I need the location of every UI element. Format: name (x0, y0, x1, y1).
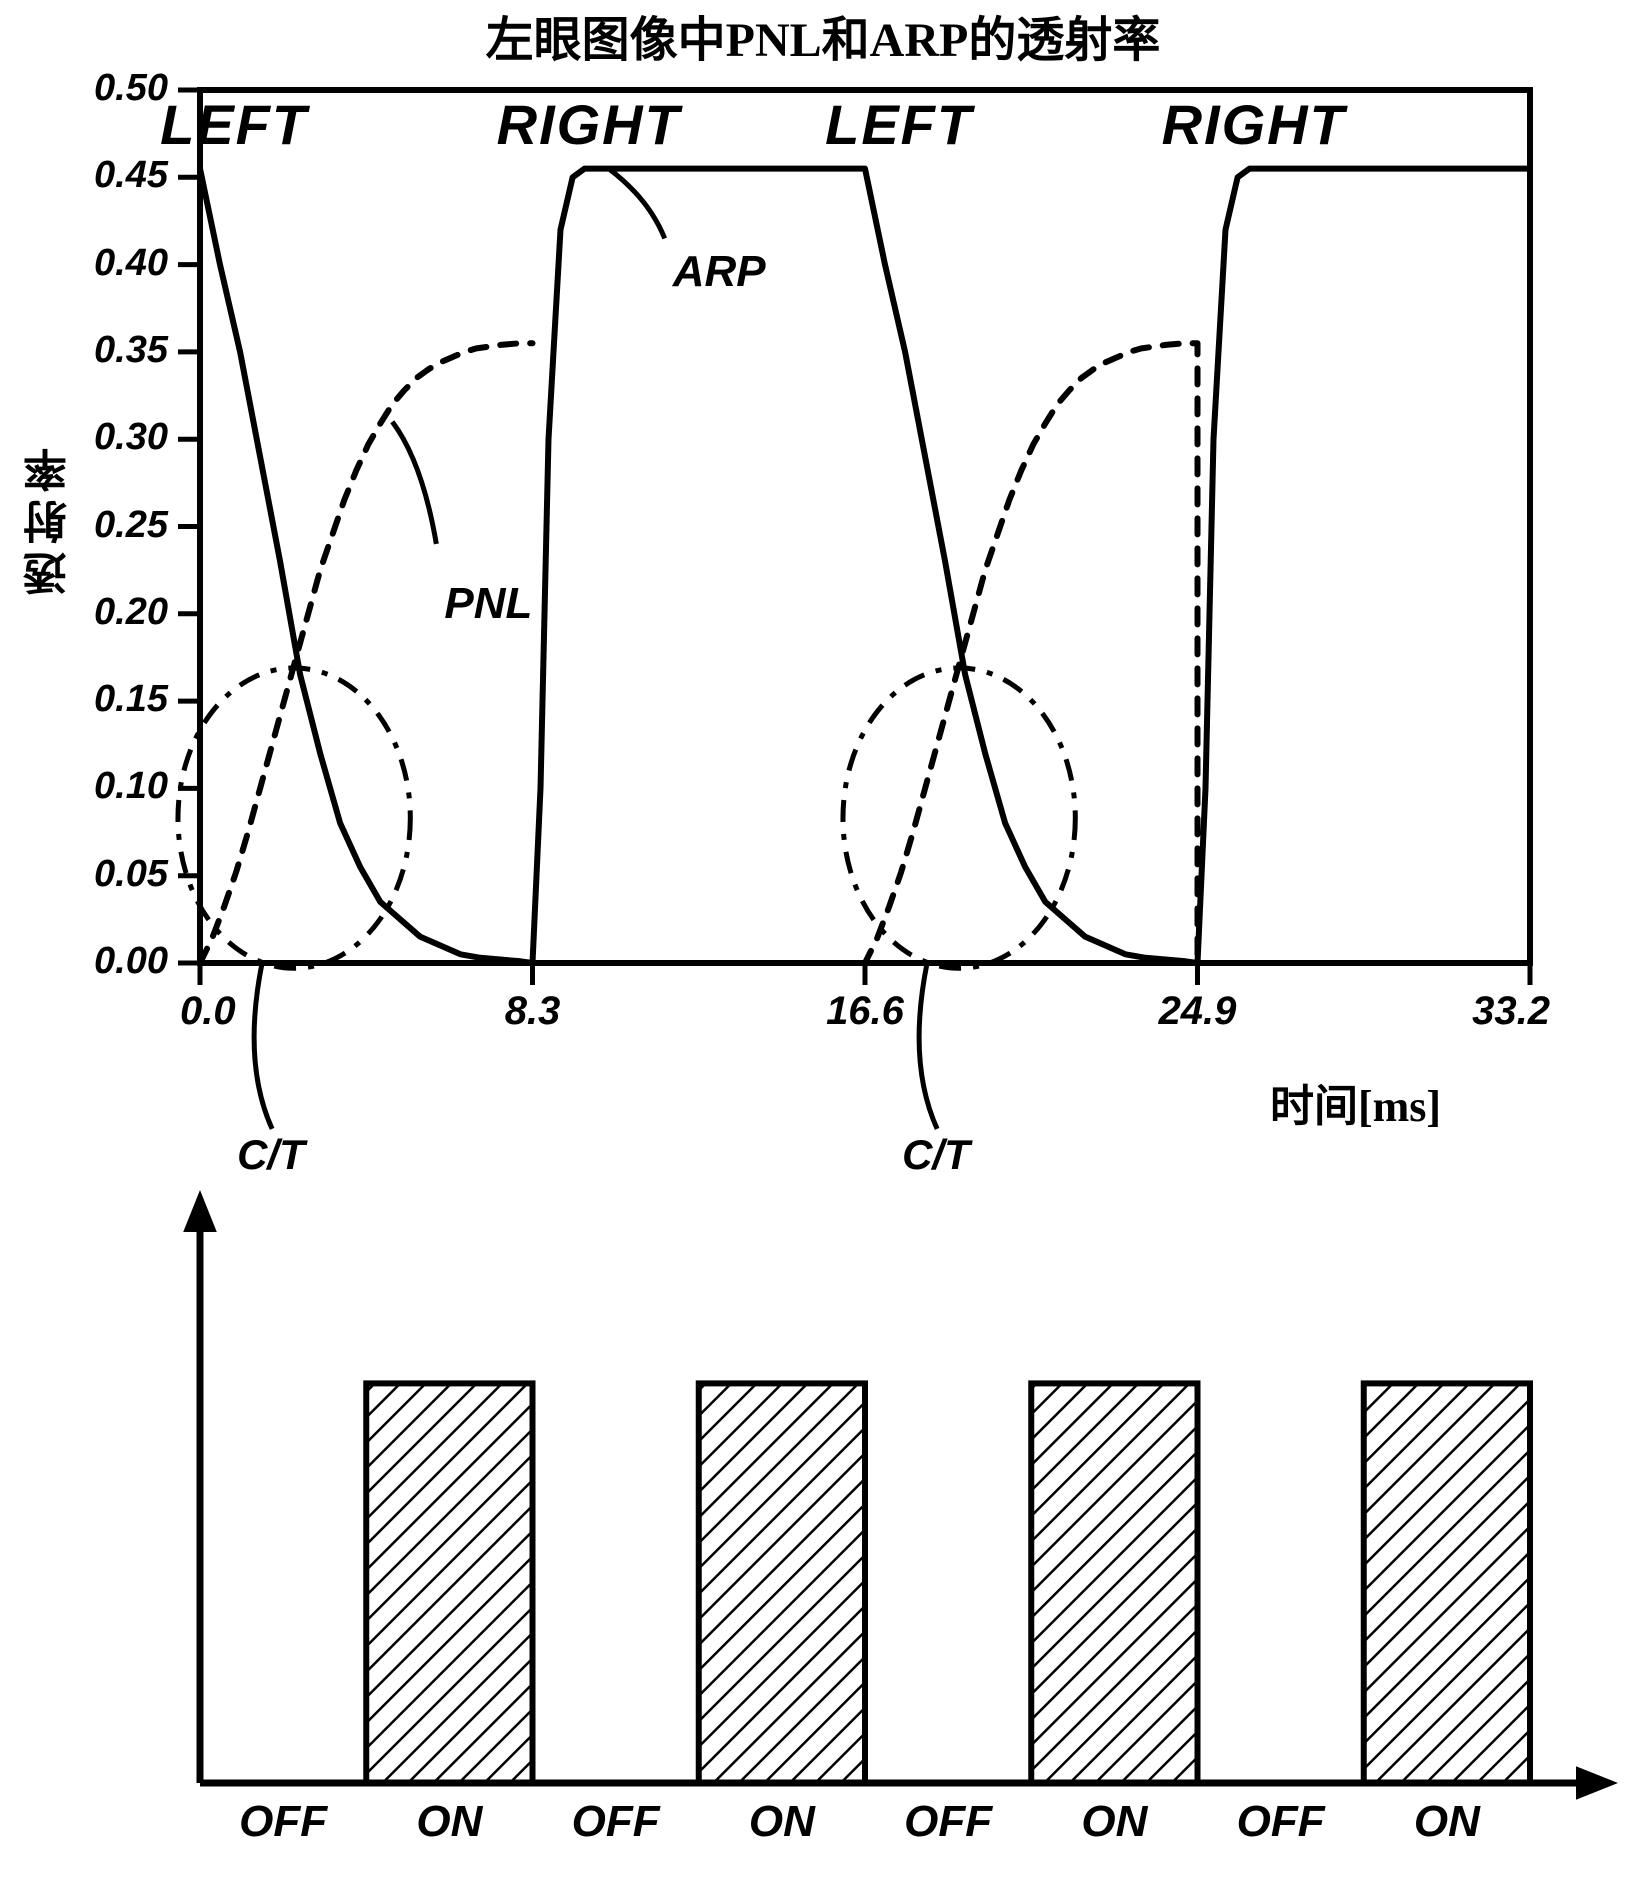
timing-state-label: ON (389, 1797, 509, 1847)
timing-state-label: OFF (888, 1797, 1008, 1847)
section-label: LEFT (160, 92, 308, 157)
timing-state-label: ON (722, 1797, 842, 1847)
x-tick-label: 0.0 (180, 989, 320, 1034)
timing-state-label: OFF (556, 1797, 676, 1847)
crosstalk-label: C/T (237, 1131, 305, 1179)
timing-on-bar (1364, 1383, 1530, 1783)
crosstalk-label: C/T (902, 1131, 970, 1179)
y-tick-label: 0.30 (68, 416, 168, 459)
series-label-arp: ARP (673, 247, 766, 297)
y-axis-label: 透射率 (18, 440, 82, 596)
y-tick-label: 0.15 (68, 678, 168, 721)
transmittance-chart (0, 0, 1646, 1892)
section-label: RIGHT (497, 92, 681, 157)
y-tick-label: 0.05 (68, 853, 168, 896)
timing-on-bar (699, 1383, 865, 1783)
timing-state-label: OFF (1221, 1797, 1341, 1847)
x-axis-label: 时间[ms] (1270, 1070, 1441, 1134)
y-tick-label: 0.35 (68, 329, 168, 372)
timing-state-label: OFF (223, 1797, 343, 1847)
y-tick-label: 0.45 (68, 154, 168, 197)
section-label: LEFT (825, 92, 973, 157)
y-tick-label: 0.50 (68, 67, 168, 110)
y-tick-label: 0.10 (68, 765, 168, 808)
plot-border (200, 90, 1530, 963)
y-tick-label: 0.20 (68, 591, 168, 634)
timing-on-bar (366, 1383, 532, 1783)
y-tick-label: 0.40 (68, 242, 168, 285)
timing-state-label: ON (1387, 1797, 1507, 1847)
x-tick-label: 8.3 (463, 989, 603, 1034)
y-tick-label: 0.25 (68, 504, 168, 547)
y-tick-label: 0.00 (68, 940, 168, 983)
timing-state-label: ON (1054, 1797, 1174, 1847)
x-tick-label: 16.6 (795, 989, 935, 1034)
section-label: RIGHT (1162, 92, 1346, 157)
series-label-pnl: PNL (444, 579, 532, 629)
x-tick-label: 24.9 (1128, 989, 1268, 1034)
x-tick-label: 33.2 (1410, 989, 1550, 1034)
timing-on-bar (1031, 1383, 1197, 1783)
